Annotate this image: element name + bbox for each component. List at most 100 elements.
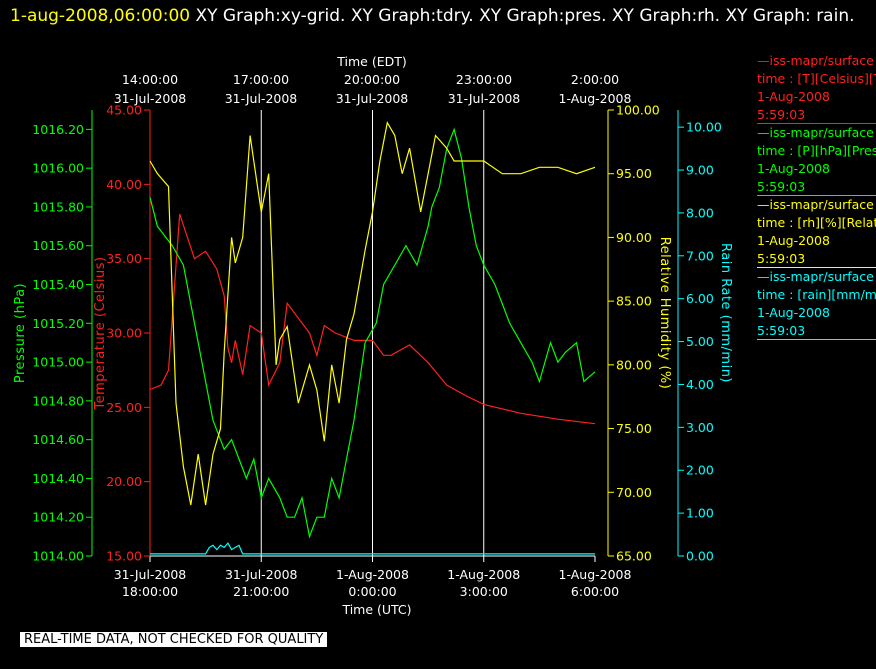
pressure-tick-label: 1014.00 [32,549,84,564]
x-bottom-axis-title: Time (UTC) [341,602,411,617]
x-bottom-tick-label: 18:00:00 [122,584,178,599]
legend-divider [757,267,876,268]
x-top-tick-label: 23:00:00 [456,72,512,87]
legend-entry: —iss-mapr/surface time : [rain][mm/min 1-A… [757,268,876,340]
pressure-tick-label: 1015.40 [32,277,84,292]
pressure-tick-label: 1014.60 [32,432,84,447]
legend-line2: time : [P][hPa][Pres [757,143,876,158]
temperature-tick-label: 40.00 [106,177,142,192]
chart-header: 1-aug-2008,06:00:00 XY Graph:xy-grid. XY… [10,2,870,31]
pressure-tick-label: 1015.60 [32,238,84,253]
humidity-tick-label: 90.00 [616,230,652,245]
axes [86,109,684,562]
rain-tick-label: 5.00 [686,334,714,349]
rain-tick-label: 2.00 [686,463,714,478]
legend-line2: time : [rain][mm/min [757,287,876,302]
series-lines [149,121,596,555]
humidity-tick-label: 85.00 [616,294,652,309]
timestamp: 1-aug-2008,06:00:00 [10,6,191,26]
legend-date: 1-Aug-2008 [757,233,830,248]
humidity-tick-label: 75.00 [616,421,652,436]
x-top-tick-label: 31-Jul-2008 [114,91,187,106]
humidity-axis-title: Relative Humidity (%) [657,237,672,390]
legend-time: 5:59:03 [757,107,806,122]
legend-divider [757,339,876,340]
x-bottom-tick-label: 1-Aug-2008 [447,567,520,582]
legend-divider [757,195,876,196]
x-top-axis-title: Time (EDT) [336,54,406,69]
x-bottom-tick-label: 3:00:00 [460,584,508,599]
rain-tick-label: 1.00 [686,506,714,521]
x-bottom-tick-label: 21:00:00 [233,584,289,599]
legend-source: —iss-mapr/surface [757,125,874,140]
rain-tick-label: 7.00 [686,248,714,263]
pressure-tick-label: 1014.40 [32,471,84,486]
legend-time: 5:59:03 [757,179,806,194]
legend-date: 1-Aug-2008 [757,161,830,176]
temperature-tick-label: 30.00 [106,326,142,341]
temperature-axis-title: Temperature (Celsius) [93,256,108,410]
legend-time: 5:59:03 [757,323,806,338]
x-bottom-tick-label: 1-Aug-2008 [559,567,632,582]
x-top-tick-label: 17:00:00 [233,72,289,87]
humidity-series-line [149,121,596,506]
temperature-tick-label: 45.00 [106,103,142,118]
x-top-tick-label: 1-Aug-2008 [559,91,632,106]
legend-line2: time : [T][Celsius][T [757,71,876,86]
legend-time: 5:59:03 [757,251,806,266]
humidity-tick-label: 80.00 [616,357,652,372]
rain-tick-label: 10.00 [686,120,722,135]
rain-tick-label: 0.00 [686,549,714,564]
legend-source: —iss-mapr/surface [757,269,874,284]
legend-line2: time : [rh][%][Relati [757,215,876,230]
temperature-tick-label: 15.00 [106,549,142,564]
pressure-tick-label: 1015.20 [32,316,84,331]
rain-tick-label: 9.00 [686,163,714,178]
x-bottom-tick-label: 31-Jul-2008 [114,567,187,582]
humidity-tick-label: 65.00 [616,549,652,564]
legend-divider [757,123,876,124]
x-top-tick-label: 14:00:00 [122,72,178,87]
rain-tick-label: 3.00 [686,420,714,435]
pressure-tick-label: 1015.80 [32,199,84,214]
pressure-tick-label: 1016.00 [32,161,84,176]
humidity-tick-label: 70.00 [616,485,652,500]
humidity-tick-label: 100.00 [616,103,660,118]
legend-entry: —iss-mapr/surface time : [rh][%][Relati 1-… [757,196,876,268]
quality-warning: REAL-TIME DATA, NOT CHECKED FOR QUALITY [20,632,328,647]
rain-series-line [150,542,595,555]
x-bottom-tick-label: 1-Aug-2008 [336,567,409,582]
x-top-tick-label: 31-Jul-2008 [336,91,409,106]
pressure-tick-label: 1016.20 [32,122,84,137]
rain-axis-title: Rain Rate (mm/min) [718,243,733,383]
x-top-tick-label: 2:00:00 [571,72,619,87]
legend-entry: —iss-mapr/surface time : [T][Celsius][T 1-… [757,52,876,124]
temperature-tick-label: 25.00 [106,400,142,415]
temperature-tick-label: 35.00 [106,251,142,266]
x-top-tick-label: 31-Jul-2008 [448,91,521,106]
rain-tick-label: 8.00 [686,205,714,220]
x-bottom-tick-label: 0:00:00 [348,584,396,599]
pressure-tick-label: 1014.20 [32,510,84,525]
x-bottom-tick-label: 6:00:00 [571,584,619,599]
axis-labels: 14:00:00 31-Jul-2008 17:00:00 31-Jul-2008 20… [13,54,733,617]
x-bottom-tick-label: 31-Jul-2008 [225,567,298,582]
x-top-tick-label: 31-Jul-2008 [225,91,298,106]
pressure-tick-label: 1014.80 [32,393,84,408]
pressure-tick-label: 1015.00 [32,355,84,370]
x-top-tick-label: 20:00:00 [344,72,400,87]
rain-tick-label: 4.00 [686,377,714,392]
humidity-tick-label: 95.00 [616,166,652,181]
legend-source: —iss-mapr/surface [757,197,874,212]
pressure-series-line [149,127,596,539]
legend-date: 1-Aug-2008 [757,305,830,320]
temperature-tick-label: 20.00 [106,474,142,489]
rain-tick-label: 6.00 [686,291,714,306]
legend-entry: —iss-mapr/surface time : [P][hPa][Pres 1-A… [757,124,876,196]
legend-date: 1-Aug-2008 [757,89,830,104]
grid-lines [260,110,485,556]
graph-titles: XY Graph:xy-grid. XY Graph:tdry. XY Grap… [195,6,855,26]
pressure-axis-title: Pressure (hPa) [13,283,28,383]
legend-source: —iss-mapr/surface [757,53,874,68]
